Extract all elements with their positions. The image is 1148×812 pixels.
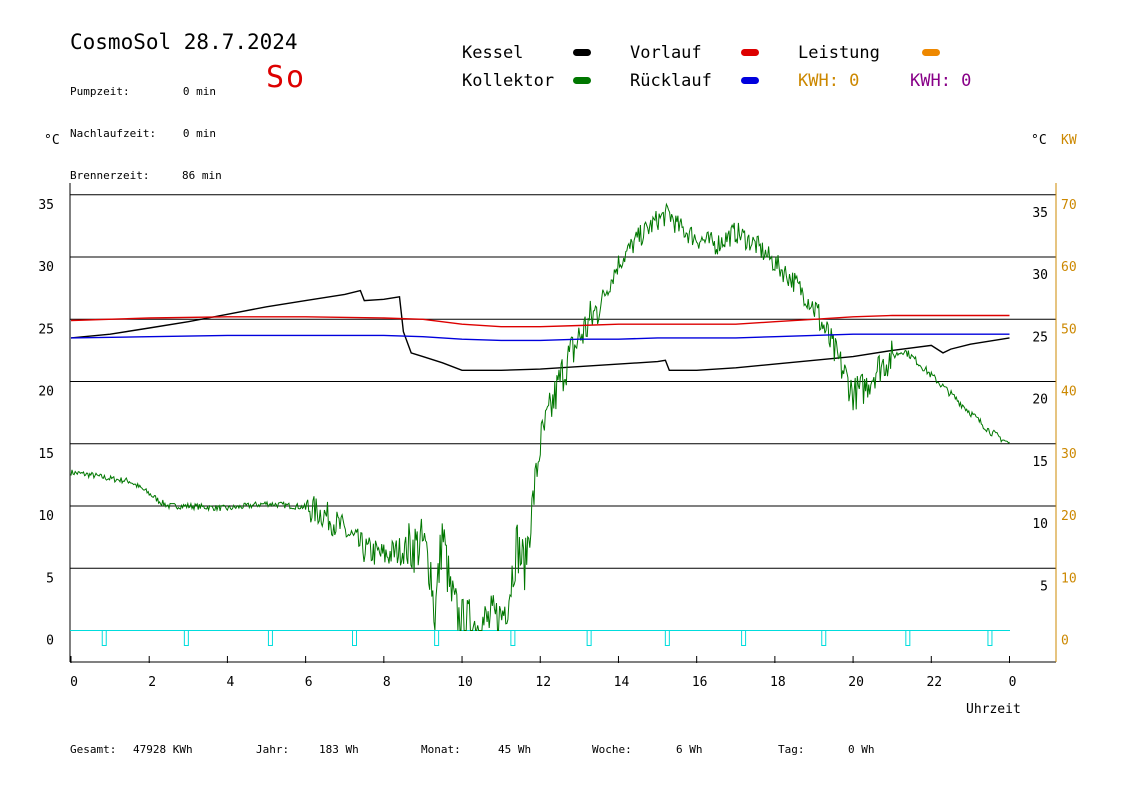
y-tick-left-5: 5 bbox=[46, 571, 54, 586]
weekday-label: So bbox=[266, 60, 307, 95]
y-tick-left-35: 35 bbox=[38, 198, 54, 213]
legend-swatch-kollektor bbox=[573, 77, 591, 84]
pump-pulse-1 bbox=[183, 630, 189, 646]
pump-pulse-2 bbox=[267, 630, 273, 646]
x-tick-10: 20 bbox=[848, 675, 864, 690]
legend-vorlauf: Vorlauf bbox=[630, 43, 702, 63]
pump-pulse-8 bbox=[741, 630, 747, 646]
footer-woche-value: 6 Wh bbox=[676, 743, 703, 756]
x-tick-5: 10 bbox=[457, 675, 473, 690]
legend-swatch-leistung bbox=[922, 49, 940, 56]
y-tick-right-15: 15 bbox=[1032, 455, 1048, 470]
pump-pulse-11 bbox=[987, 630, 993, 646]
x-tick-0: 0 bbox=[70, 675, 78, 690]
series-ruecklauf bbox=[70, 333, 1010, 342]
legend-swatch-vorlauf bbox=[741, 49, 759, 56]
y-tick-right-35: 35 bbox=[1032, 206, 1048, 221]
legend-ruecklauf: Rücklauf bbox=[630, 71, 712, 91]
pump-pulse-10 bbox=[905, 630, 911, 646]
footer-woche-label: Woche: bbox=[592, 743, 632, 756]
series-kollektor bbox=[70, 202, 1010, 631]
y-tick-kw-60: 60 bbox=[1061, 260, 1077, 275]
pump-pulse-7 bbox=[664, 630, 670, 646]
x-tick-9: 18 bbox=[770, 675, 786, 690]
chart-title: CosmoSol 28.7.2024 bbox=[70, 30, 298, 54]
y-tick-left-15: 15 bbox=[38, 447, 54, 462]
footer-monat-value: 45 Wh bbox=[498, 743, 532, 756]
series-vorlauf bbox=[70, 314, 1010, 328]
y-tick-kw-10: 10 bbox=[1061, 571, 1077, 586]
x-tick-7: 14 bbox=[614, 675, 630, 690]
footer-jahr-value: 183 Wh bbox=[319, 743, 359, 756]
x-tick-8: 16 bbox=[692, 675, 708, 690]
y-tick-left-20: 20 bbox=[38, 385, 54, 400]
kw-axis-unit: KW bbox=[1061, 133, 1077, 148]
footer-tag-value: 0 Wh bbox=[848, 743, 875, 756]
footer-gesamt-value: 47928 KWh bbox=[133, 743, 193, 756]
legend-kollektor: Kollektor bbox=[462, 71, 555, 91]
y-tick-right-25: 25 bbox=[1032, 330, 1048, 345]
footer-gesamt-label: Gesamt: bbox=[70, 743, 117, 756]
pump-pulse-3 bbox=[352, 630, 358, 646]
pump-pulse-0 bbox=[101, 630, 107, 646]
legend-swatch-ruecklauf bbox=[741, 77, 759, 84]
pump-pulse-4 bbox=[434, 630, 440, 646]
x-tick-12: 0 bbox=[1009, 675, 1017, 690]
y-tick-left-10: 10 bbox=[38, 509, 54, 524]
pump-pulse-9 bbox=[821, 630, 827, 646]
x-axis-label: Uhrzeit bbox=[966, 702, 1021, 717]
x-tick-1: 2 bbox=[148, 675, 156, 690]
x-tick-6: 12 bbox=[535, 675, 551, 690]
legend-kwh-solar: KWH: 0 bbox=[910, 71, 972, 91]
stat-pumpzeit: Pumpzeit: 0 min bbox=[70, 85, 216, 98]
legend-kwh-leistung: KWH: 0 bbox=[798, 71, 860, 91]
footer-tag-label: Tag: bbox=[778, 743, 805, 756]
x-tick-3: 6 bbox=[305, 675, 313, 690]
y-tick-kw-0: 0 bbox=[1061, 634, 1069, 649]
series-kessel bbox=[70, 289, 1010, 371]
stat-nachlaufzeit: Nachlaufzeit: 0 min bbox=[70, 127, 216, 140]
x-tick-11: 22 bbox=[926, 675, 942, 690]
footer-monat-label: Monat: bbox=[421, 743, 461, 756]
y-tick-kw-40: 40 bbox=[1061, 385, 1077, 400]
y-tick-kw-70: 70 bbox=[1061, 198, 1077, 213]
y-tick-kw-50: 50 bbox=[1061, 322, 1077, 337]
right-axis-unit: °C bbox=[1031, 133, 1047, 148]
y-tick-left-0: 0 bbox=[46, 634, 54, 649]
y-tick-left-30: 30 bbox=[38, 260, 54, 275]
legend-swatch-kessel bbox=[573, 49, 591, 56]
left-axis-unit: °C bbox=[44, 133, 60, 148]
y-tick-right-20: 20 bbox=[1032, 393, 1048, 408]
y-tick-left-25: 25 bbox=[38, 322, 54, 337]
y-tick-kw-20: 20 bbox=[1061, 509, 1077, 524]
pump-pulse-5 bbox=[510, 630, 516, 646]
y-tick-right-30: 30 bbox=[1032, 268, 1048, 283]
y-tick-kw-30: 30 bbox=[1061, 447, 1077, 462]
footer-jahr-label: Jahr: bbox=[256, 743, 290, 756]
y-tick-right-5: 5 bbox=[1040, 579, 1048, 594]
legend-kessel: Kessel bbox=[462, 43, 524, 63]
x-tick-4: 8 bbox=[383, 675, 391, 690]
y-tick-right-10: 10 bbox=[1032, 517, 1048, 532]
pump-pulse-6 bbox=[586, 630, 592, 646]
legend-leistung: Leistung bbox=[798, 43, 880, 63]
x-tick-2: 4 bbox=[227, 675, 235, 690]
